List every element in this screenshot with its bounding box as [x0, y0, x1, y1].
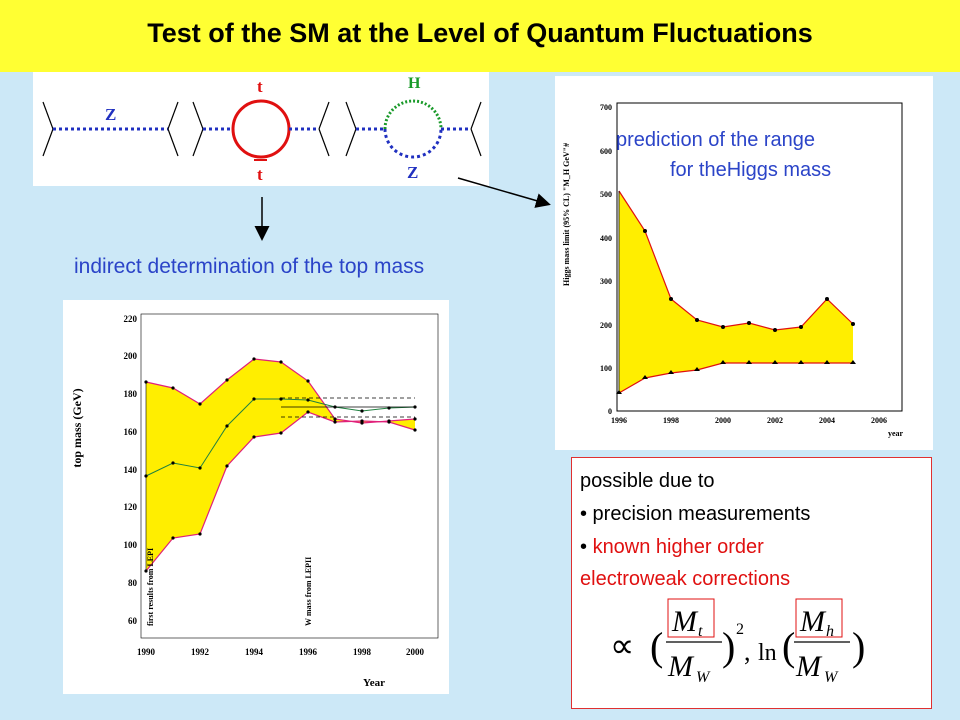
svg-text:2002: 2002 [767, 416, 783, 425]
svg-text:1994: 1994 [245, 647, 264, 657]
svg-text:M: M [795, 650, 823, 683]
title-bar: Test of the SM at the Level of Quantum F… [0, 0, 960, 72]
higgs-loop-diagram: H Z [345, 75, 482, 182]
svg-text:80: 80 [128, 578, 138, 588]
higgs-upper-points [643, 229, 855, 332]
top-y-ticks: 60 80 100 120 140 160 180 200 220 [124, 314, 138, 626]
svg-text:t: t [698, 623, 703, 640]
explanation-box: possible due to • precision measurements… [571, 457, 932, 709]
svg-text:M: M [671, 605, 699, 638]
svg-text:2000: 2000 [406, 647, 425, 657]
svg-text:160: 160 [124, 427, 138, 437]
tree-diagram: Z [42, 101, 179, 157]
higgs-y-ticks: 0 100 200 300 400 500 600 700 [600, 103, 612, 416]
svg-text:300: 300 [600, 277, 612, 286]
svg-text:M: M [799, 605, 827, 638]
z-label-2: Z [407, 163, 418, 182]
top-y-label: top mass (GeV) [70, 388, 84, 467]
svg-text:1996: 1996 [299, 647, 318, 657]
top-central-points [144, 397, 417, 478]
formula: ∝ ( M t M W ) 2 , ln ( M h M W ) [610, 598, 865, 686]
svg-text:): ) [722, 624, 735, 669]
feynman-diagrams-panel: Z t t H Z [33, 72, 489, 186]
box-line-2: • precision measurements [580, 503, 811, 525]
feynman-diagrams: Z t t H Z [42, 75, 482, 184]
annotation-w-mass: W mass from LEPII [304, 557, 313, 626]
svg-text:(: ( [782, 624, 795, 669]
higgs-y-label: Higgs mass limit (95% CL) "M_H GeV"# [562, 143, 571, 286]
top-band-points [144, 357, 417, 573]
svg-text:1998: 1998 [353, 647, 372, 657]
higgs-x-label: year [888, 429, 904, 438]
svg-text:(: ( [650, 624, 663, 669]
top-mass-chart: 60 80 100 120 140 160 180 200 220 1990 1… [63, 300, 449, 694]
svg-text:0: 0 [608, 407, 612, 416]
h-label: H [408, 75, 421, 92]
svg-text:500: 500 [600, 190, 612, 199]
page-title: Test of the SM at the Level of Quantum F… [147, 18, 813, 48]
box-line-3: • known higher order [580, 536, 764, 558]
svg-text:200: 200 [124, 351, 138, 361]
svg-text:2: 2 [736, 621, 744, 638]
svg-text:h: h [826, 623, 834, 640]
prediction-label-2: for theHiggs mass [670, 159, 832, 181]
svg-text:1992: 1992 [191, 647, 210, 657]
svg-text:,: , [744, 637, 751, 666]
higgs-chart-overlay: 0 100 200 300 400 500 600 700 1996 1998 … [555, 76, 933, 450]
box-line-1: possible due to [580, 470, 715, 492]
svg-text:100: 100 [124, 540, 138, 550]
svg-text:700: 700 [600, 103, 612, 112]
svg-text:W: W [696, 669, 711, 686]
t-label-top: t [257, 77, 263, 96]
svg-text:1998: 1998 [663, 416, 679, 425]
prediction-label-1: prediction of the range [616, 129, 816, 151]
higgs-lower-points [616, 360, 856, 394]
svg-text:60: 60 [128, 616, 138, 626]
svg-text:600: 600 [600, 147, 612, 156]
svg-text:M: M [667, 650, 695, 683]
svg-text:400: 400 [600, 234, 612, 243]
svg-text:120: 120 [124, 502, 138, 512]
top-loop-diagram: t t [192, 77, 330, 184]
svg-text:1996: 1996 [611, 416, 627, 425]
indirect-top-label: indirect determination of the top mass [74, 255, 425, 278]
svg-text:W: W [824, 669, 839, 686]
box-line-3-text: known higher order [592, 536, 764, 558]
svg-text:ln: ln [758, 640, 777, 666]
z-label-1: Z [105, 105, 116, 124]
svg-text:1990: 1990 [137, 647, 156, 657]
tbar-label: t [257, 165, 263, 184]
svg-text:100: 100 [600, 364, 612, 373]
svg-text:2000: 2000 [715, 416, 731, 425]
svg-text:2004: 2004 [819, 416, 835, 425]
svg-text:220: 220 [124, 314, 138, 324]
svg-text:): ) [852, 624, 865, 669]
propto-symbol: ∝ [610, 628, 634, 665]
svg-text:140: 140 [124, 465, 138, 475]
top-x-ticks: 1990 1992 1994 1996 1998 2000 [137, 647, 425, 657]
box-line-4: electroweak corrections [580, 568, 791, 590]
annotation-first-results: first results from LEPI [146, 548, 155, 626]
svg-text:200: 200 [600, 321, 612, 330]
top-x-label: Year [363, 677, 385, 689]
higgs-x-ticks: 1996 1998 2000 2002 2004 2006 [611, 416, 887, 425]
svg-text:2006: 2006 [871, 416, 887, 425]
svg-text:180: 180 [124, 389, 138, 399]
